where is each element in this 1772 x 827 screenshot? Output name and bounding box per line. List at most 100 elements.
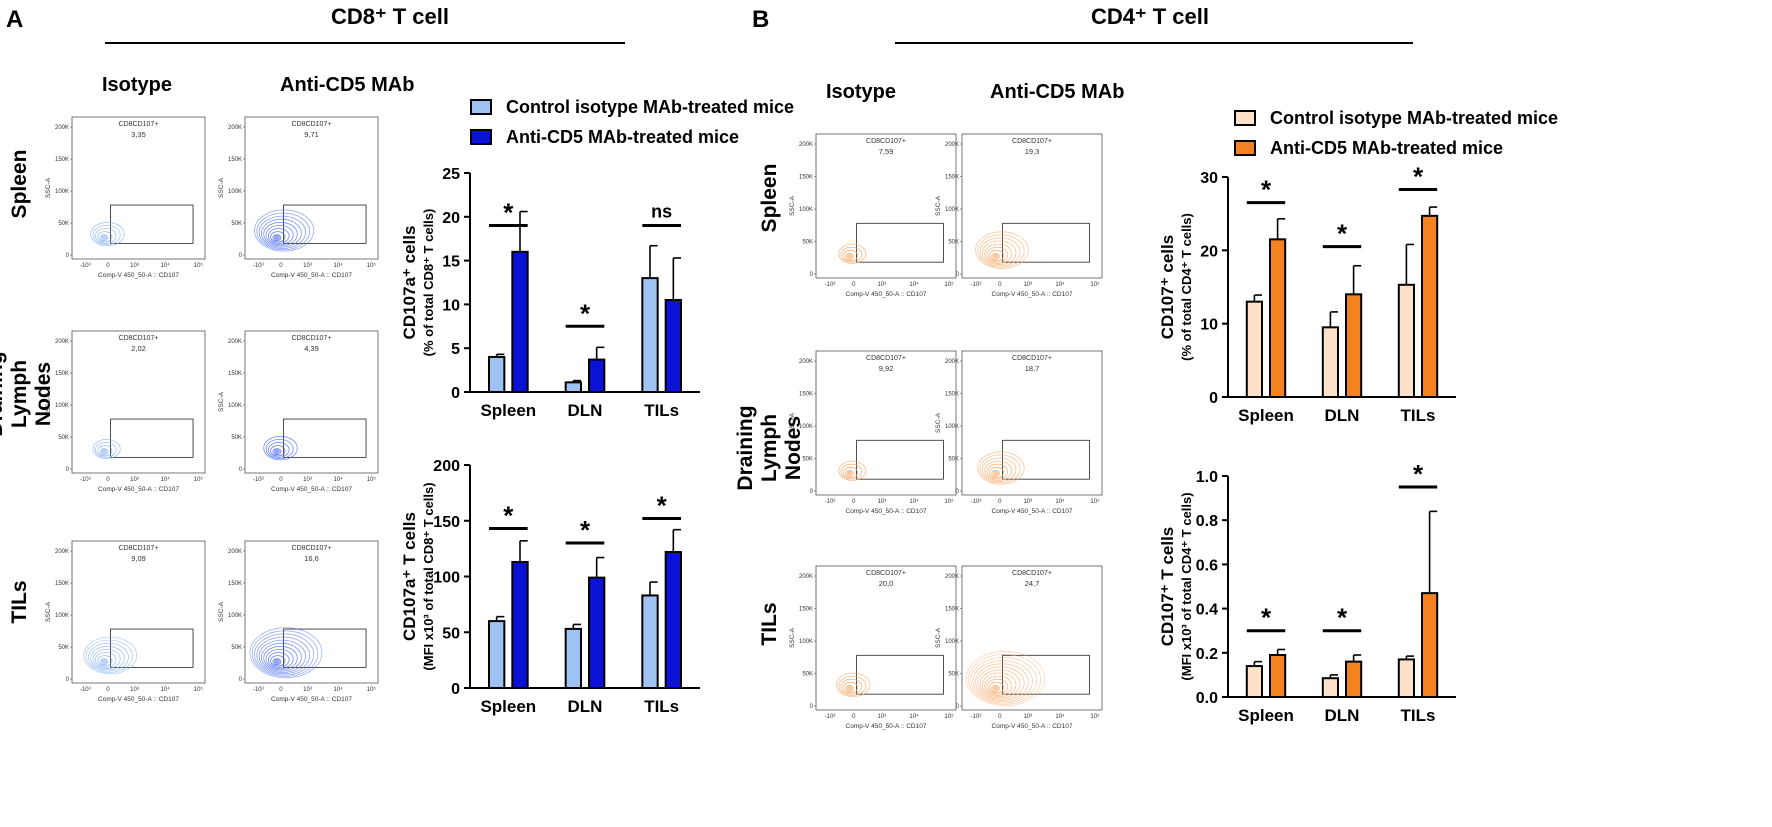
flow-a-r0-c0-contour-core xyxy=(100,235,107,241)
flow-b-r2-c1-contour xyxy=(991,685,1000,692)
flow-b-r0-c1-gate-value: 19,3 xyxy=(1025,147,1040,156)
panel-a-divider xyxy=(105,42,625,44)
chart-b-top-sig-label: * xyxy=(1413,161,1424,191)
flow-b-r2-c1-ylabel: SSC-A xyxy=(935,627,942,648)
flow-a-r1-c0-xtick: 10⁵ xyxy=(194,476,204,483)
chart-a-bottom-ytick-label: 200 xyxy=(433,458,460,475)
flow-b-r1-c0-gate-name: CD8CD107+ xyxy=(866,355,906,362)
chart-b-top-bar xyxy=(1321,326,1340,399)
flow-b-r1-c0-contour xyxy=(838,460,867,481)
flow-a-r2-c1-ytick: 200K xyxy=(228,549,242,555)
flow-a-r0-c0-ytick: 100K xyxy=(55,189,69,195)
flow-a-r2-c0-ylabel: SSC-A xyxy=(45,601,52,622)
chart-a-bottom-ytick-label: 150 xyxy=(433,514,460,531)
flow-a-r2-c1-ytick: 0 xyxy=(239,677,243,683)
flow-b-r1-c0-ylabel: SSC-A xyxy=(789,412,796,433)
flow-b-r2-c0-contour xyxy=(845,685,854,692)
flow-a-r2-c1-contour xyxy=(258,639,306,673)
legend-a-anti: Anti-CD5 MAb-treated mice xyxy=(470,122,794,152)
flow-b-r0-c0-gate xyxy=(856,222,944,263)
flow-a-r2-c0-ytick: 50K xyxy=(58,645,69,651)
flow-b-r0-c1-frame xyxy=(961,133,1103,279)
flow-a-r1-c1-ytick: 200K xyxy=(228,339,242,345)
flow-b-r2-c1-ytick: 50K xyxy=(948,672,959,678)
flow-b-r2-c1-xtick: 10³ xyxy=(1023,714,1032,720)
flow-a-r1-c1: CD8CD107+ 4,39 0 50K 100K 150K 200K -10³ 0 10³ 10⁴… xyxy=(218,330,379,493)
flow-b-r2-c1-contour xyxy=(972,660,1033,703)
flow-a-r2-c0-contour xyxy=(83,636,138,675)
flow-a-r0-c0-frame xyxy=(71,116,206,260)
flow-a-r1-c0-gate xyxy=(110,418,194,458)
flow-b-r0-c1-contour xyxy=(986,246,1009,263)
flow-b-r0-c0-ylabel: SSC-A xyxy=(789,195,796,216)
flow-a-r1-c1-xtick: 0 xyxy=(279,477,283,483)
flow-a-r2-c1-ytick: 100K xyxy=(228,613,242,619)
flow-b-r1-c0-contour xyxy=(845,469,854,477)
chart-a-top-sig-label: ns xyxy=(651,202,672,222)
chart-b-top: 0 10 20 30 CD107⁺ cells (% of total CD4⁺ T ce… xyxy=(1158,161,1456,425)
flow-a-r2-c0-xtick: 10⁴ xyxy=(160,686,170,693)
flow-a-r0-c0-xtick: 10⁴ xyxy=(160,262,170,269)
flow-a-r2-c1-gate xyxy=(283,628,367,668)
flow-b-r2-c1-contour xyxy=(977,666,1025,700)
chart-a-top-xtick-label: Spleen xyxy=(480,401,536,420)
legend-b-anti: Anti-CD5 MAb-treated mice xyxy=(1234,133,1558,163)
flow-a-r1-c1-ylabel: SSC-A xyxy=(218,391,225,412)
flow-a-r2-c1-contour xyxy=(265,649,294,670)
chart-b-bottom-sig-label: * xyxy=(1337,603,1348,633)
chart-a-top-ytick-label: 0 xyxy=(451,385,460,402)
chart-a-top-bar xyxy=(641,277,659,393)
legend-b: Control isotype MAb-treated mice Anti-CD… xyxy=(1234,103,1558,163)
flow-b-r1-c0-xlabel: Comp-V 450_50-A :: CD107 xyxy=(846,508,927,515)
flow-a-r2-c0-frame xyxy=(71,540,206,684)
flow-a-r0-c0-xtick: 0 xyxy=(106,263,110,269)
flow-b-r0-c0-xlabel: Comp-V 450_50-A :: CD107 xyxy=(846,291,927,298)
chart-a-bottom: 0 50 100 150 200 CD107a⁺ T cells (MFI x10³ of … xyxy=(400,458,700,716)
chart-b-top-ytick-label: 10 xyxy=(1200,317,1218,334)
flow-a-r2-c1-contour xyxy=(249,627,323,679)
flow-b-r1-c1-xtick: 10⁴ xyxy=(1055,498,1065,505)
flow-b-r2-c1-contour xyxy=(984,675,1013,696)
chart-b-top-xtick-label: DLN xyxy=(1325,406,1360,425)
flow-b-r1-c0-ytick: 0 xyxy=(810,489,814,495)
flow-b-r2-c1-gate-name: CD8CD107+ xyxy=(1012,570,1052,577)
chart-a-bottom-ytick-label: 50 xyxy=(442,625,460,642)
flow-a-r2-c0-xtick: 10⁵ xyxy=(194,686,204,693)
chart-a-bottom-bar xyxy=(564,627,583,690)
flow-a-r2-c0-contour xyxy=(94,652,117,668)
flow-a-r2-c1-ytick: 150K xyxy=(228,581,242,587)
panel-b-divider xyxy=(895,42,1413,44)
flow-b-r0-c1-ytick: 50K xyxy=(948,240,959,246)
flow-a-r2-c1-xtick: 10³ xyxy=(303,687,312,693)
flow-b-r1-c0-gate xyxy=(856,439,944,480)
flow-a-r1-c0-ytick: 50K xyxy=(58,435,69,441)
flow-a-r0-c0-gate-name: CD8CD107+ xyxy=(119,121,159,128)
chart-a-bottom-bar xyxy=(588,576,606,689)
flow-a-r0-c0-gate-value: 3,35 xyxy=(131,130,146,139)
flow-a-r2-c1-frame xyxy=(244,540,379,684)
flow-b-r2-c1-gate-value: 24,7 xyxy=(1025,579,1040,588)
chart-a-bottom-sig-label: * xyxy=(580,515,591,545)
flow-a-r2-c1-xlabel: Comp-V 450_50-A :: CD107 xyxy=(271,696,352,703)
flow-b-r1-c1-contour xyxy=(984,460,1013,481)
flow-a-r0-c0-contour xyxy=(97,231,113,243)
flow-b-r2-c0-frame xyxy=(815,565,957,711)
flow-b-r1-c0-xtick: 10³ xyxy=(877,499,886,505)
chart-b-bottom-ytick-label: 1.0 xyxy=(1196,469,1218,486)
flow-b-r2-c0-xtick: 10⁴ xyxy=(909,713,919,720)
flow-a-r2-c0-ytick: 100K xyxy=(55,613,69,619)
flow-a-r0-c1-ylabel: SSC-A xyxy=(218,177,225,198)
flow-b-r0-c0-ytick: 150K xyxy=(799,175,813,181)
flow-b-r2-c1-xtick: 10⁴ xyxy=(1055,713,1065,720)
flow-b-r2-c1: CD8CD107+ 24,7 0 50K 100K 150K 200K -10³ 0 10³ 10⁴… xyxy=(935,565,1103,730)
flow-a-r1-c0-gate-value: 2,02 xyxy=(131,344,146,353)
flow-b-r0-c1-gate xyxy=(1002,222,1090,263)
chart-b-bottom-xtick-label: DLN xyxy=(1325,706,1360,725)
flow-b-r0-c1-xtick: -10³ xyxy=(971,282,982,288)
chart-b-bottom-ytick-label: 0.4 xyxy=(1196,602,1218,619)
flow-a-r1-c1-gate-value: 4,39 xyxy=(304,344,319,353)
flow-b-r1-c1-xtick: 10³ xyxy=(1023,499,1032,505)
flow-a-r2-c1-ytick: 50K xyxy=(231,645,242,651)
flow-a-r2-c1-gate-value: 16,6 xyxy=(304,554,319,563)
flow-b-r1-c0-ytick: 50K xyxy=(802,457,813,463)
